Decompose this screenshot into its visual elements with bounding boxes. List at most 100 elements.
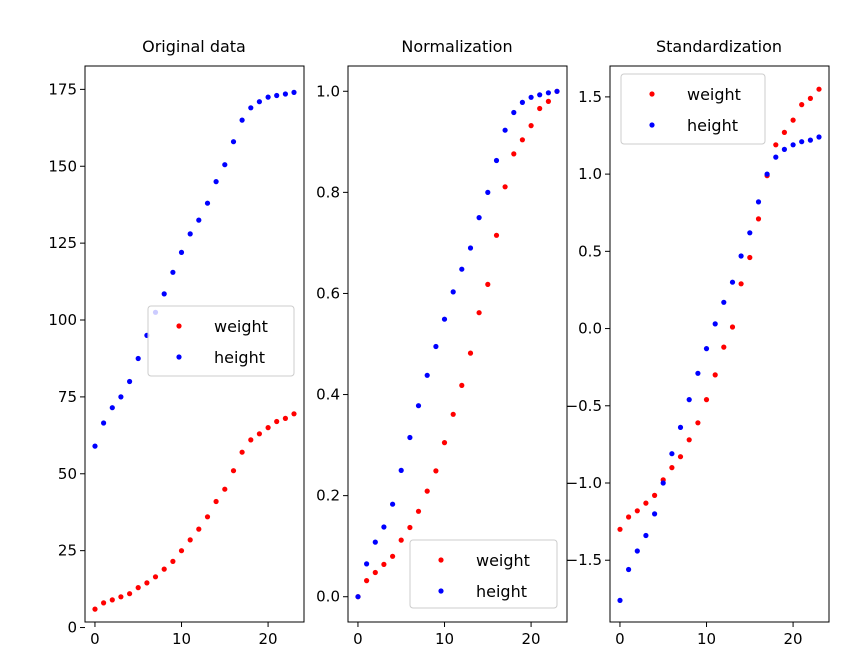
legend-marker [438,557,444,563]
y-tick-label: 0.2 [316,487,340,505]
height-point [502,127,508,133]
y-tick-label: 25 [58,542,77,560]
x-tick-label: 20 [522,630,541,648]
y-tick-label: 175 [48,80,77,98]
height-point [118,394,124,400]
subplot-original-data: Original data 0 10 20 0 25 50 75 100 125 150 175 we… [48,37,305,648]
weight-point [274,418,280,425]
weight-point [135,585,141,591]
height-point [643,532,649,539]
axes-frame [84,65,305,623]
weight-point [643,500,649,506]
height-point [669,451,675,457]
height-point [450,289,456,295]
series-height [355,88,560,600]
height-point [467,245,474,251]
height-point [652,511,658,517]
y-tick-label: −0.5 [566,397,602,415]
height-point [781,146,788,152]
x-tick-label: 10 [172,630,191,648]
height-point [729,279,736,285]
weight-point [790,117,796,123]
height-point [282,91,288,97]
height-point [213,179,219,185]
height-point [222,162,228,168]
weight-point [634,508,640,514]
x-tick-label: 20 [259,630,278,648]
height-point [485,189,491,195]
weight-point [485,281,491,287]
weight-point [415,508,422,514]
y-tick-label: 50 [58,465,77,483]
series-weight [355,88,560,600]
height-point [459,266,465,272]
weight-point [450,411,456,417]
weight-point [256,431,262,437]
weight-point [161,566,167,572]
weight-point [502,184,508,190]
weight-point [239,449,245,455]
axes-frame [609,65,830,623]
x-tick-label: 0 [353,630,363,648]
height-point [773,154,779,160]
height-point [390,501,396,507]
height-point [441,316,448,322]
y-tick-label: 0.6 [316,284,340,302]
weight-point [178,548,185,554]
weight-point [677,454,684,460]
legend-label: weight [476,551,530,570]
legend: weight height [147,305,295,377]
height-point [135,355,141,362]
height-point [721,299,727,305]
weight-point [738,281,744,287]
weight-point [652,492,658,498]
height-point [545,90,552,96]
y-tick-label: 150 [48,157,77,175]
y-tick-label: 0 [67,619,77,637]
height-point [433,343,439,350]
height-point [712,321,718,327]
height-point [816,134,822,140]
weight-point [807,95,814,101]
weight-point [476,310,482,316]
weight-point [747,254,753,261]
legend-marker [649,91,655,97]
legend-box [620,73,766,145]
weight-point [390,553,396,559]
height-point [476,215,482,221]
height-point [790,142,796,148]
height-point [407,434,413,441]
legend-label: weight [687,85,741,104]
weight-point [196,526,202,532]
height-point [799,139,805,145]
subplot-title: Normalization [401,37,512,56]
weight-point [816,86,822,92]
height-point [511,109,517,116]
height-point [109,405,115,411]
height-point [634,548,640,554]
subplot-normalization: Normalization 0 10 20 0.0 0.2 0.4 0.6 0.8 1.0 wei… [316,37,568,648]
y-tick-label: 100 [48,311,77,329]
x-tick-label: 10 [435,630,454,648]
legend: weight height [409,539,558,609]
height-point [196,217,202,223]
height-point [161,291,167,297]
weight-point [686,437,692,443]
weight-point [669,465,675,471]
height-point [355,594,361,600]
height-point [415,403,422,409]
weight-point [729,324,736,330]
y-tick-label: 0.0 [316,588,340,606]
weight-point [459,382,465,388]
height-point [554,88,560,94]
y-tick-label: −1.0 [566,474,602,492]
height-point [265,94,271,100]
weight-point [626,514,632,520]
weight-point [213,498,219,505]
height-point [695,370,701,376]
legend-label: height [476,582,527,601]
y-tick-label: 1.5 [578,88,602,106]
weight-point [407,524,413,531]
weight-point [493,232,500,238]
